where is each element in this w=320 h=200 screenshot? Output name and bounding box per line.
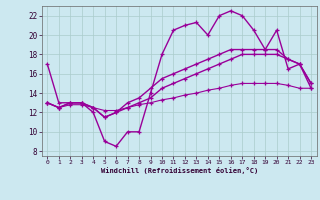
- X-axis label: Windchill (Refroidissement éolien,°C): Windchill (Refroidissement éolien,°C): [100, 167, 258, 174]
